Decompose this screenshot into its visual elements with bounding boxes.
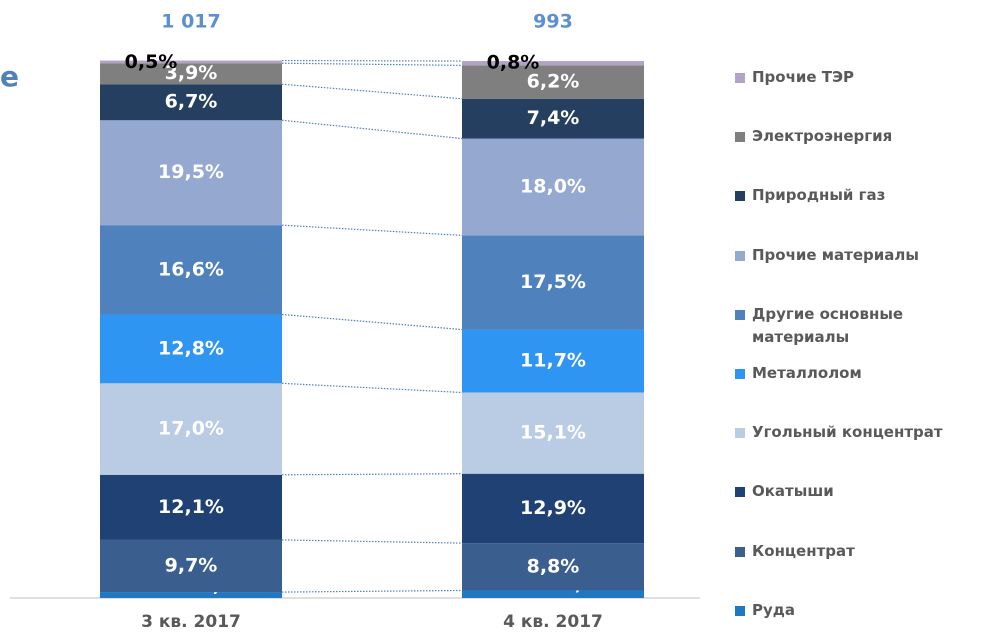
- value-label: 6,2%: [527, 71, 580, 93]
- value-label: 19,5%: [158, 161, 224, 183]
- legend-item: Прочие ТЭР: [735, 66, 965, 89]
- legend-label: Угольный концентрат: [752, 423, 943, 442]
- legend-swatch: [735, 132, 745, 143]
- value-label: 8,8%: [527, 555, 580, 577]
- value-label: 0,5%: [125, 51, 178, 73]
- bar-segment: [462, 543, 644, 591]
- chart: е 1,1%9,7%12,1%17,0%12,8%16,6%19,5%6,7%3…: [0, 11, 700, 632]
- chart-title: е: [0, 60, 19, 93]
- legend-item: Угольный концентрат: [735, 421, 965, 444]
- legend-swatch: [735, 73, 745, 83]
- value-label: 9,7%: [165, 554, 218, 576]
- bar-segment: [100, 225, 282, 315]
- bar-segment: [462, 138, 644, 236]
- bar-segment: [462, 61, 644, 66]
- bar-segment: [100, 84, 282, 121]
- legend-label: Руда: [752, 600, 796, 619]
- legend-item: Электроэнергия: [735, 125, 965, 148]
- legend-swatch: [735, 546, 745, 557]
- bar-segment: [462, 235, 644, 330]
- legend-item: Руда: [735, 599, 965, 622]
- value-label: 11,7%: [520, 350, 586, 372]
- connector: [281, 313, 463, 331]
- bar-segment: [100, 63, 282, 85]
- total-label: 993: [533, 11, 573, 33]
- connector: [281, 119, 463, 140]
- value-label: 12,1%: [158, 496, 224, 518]
- bar-segment: [462, 590, 644, 598]
- connector: [281, 589, 463, 593]
- total-label: 1 017: [161, 11, 221, 33]
- bar-segment: [462, 329, 644, 393]
- value-label: 18,0%: [520, 175, 586, 197]
- bar-segment: [462, 65, 644, 99]
- legend-label: Концентрат: [752, 541, 855, 560]
- value-label: 0,8%: [487, 52, 540, 74]
- legend-swatch: [735, 605, 745, 616]
- legend-label: Природный газ: [752, 186, 886, 205]
- bar-segment: [100, 314, 282, 384]
- legend-item: Природный газ: [735, 184, 965, 207]
- legend-item: Металлолом: [735, 362, 965, 385]
- legend-item: Концентрат: [735, 540, 965, 563]
- legend-swatch: [735, 191, 745, 202]
- legend-item: Окатыши: [735, 480, 965, 503]
- value-label: 12,8%: [158, 337, 224, 359]
- legend-label: Окатыши: [752, 482, 834, 501]
- bar-segment: [100, 592, 282, 598]
- legend-label: Электроэнергия: [752, 127, 893, 146]
- connector: [281, 224, 463, 236]
- bar-segment: [100, 383, 282, 475]
- connector: [281, 539, 463, 544]
- value-label: 16,6%: [158, 258, 224, 280]
- connector: [281, 62, 463, 66]
- bar-segment: [462, 473, 644, 544]
- connector: [281, 473, 463, 476]
- bar-segment: [462, 98, 644, 139]
- x-tick-label: 3 кв. 2017: [141, 612, 241, 632]
- value-label: 7,4%: [527, 107, 580, 129]
- connector: [281, 382, 463, 394]
- legend-label: Прочие материалы: [752, 245, 919, 264]
- bar-segment: [100, 474, 282, 540]
- value-label: 17,5%: [520, 271, 586, 293]
- legend-label: Другие основные материалы: [752, 304, 904, 346]
- legend-swatch: [735, 428, 745, 439]
- legend-swatch: [735, 487, 745, 498]
- bar-segment: [100, 120, 282, 226]
- value-label: 17,0%: [158, 418, 224, 440]
- bar-segment: [462, 392, 644, 474]
- legend-label: Прочие ТЭР: [752, 68, 855, 86]
- value-label: 3,9%: [165, 62, 218, 84]
- value-label: 12,9%: [520, 497, 586, 519]
- bar-segment: [100, 539, 282, 593]
- value-label: 6,7%: [165, 91, 218, 113]
- bar-segment: [100, 60, 282, 64]
- x-tick-label: 4 кв. 2017: [503, 612, 603, 632]
- connector: [281, 59, 463, 62]
- legend-swatch: [735, 250, 745, 261]
- legend-label: Металлолом: [752, 364, 862, 382]
- value-label: 15,1%: [520, 422, 586, 444]
- legend-item: Другие основные материалы: [735, 303, 965, 349]
- connector: [281, 83, 463, 100]
- legend-swatch: [735, 309, 745, 320]
- legend-swatch: [735, 369, 745, 379]
- legend-item: Прочие материалы: [735, 244, 965, 267]
